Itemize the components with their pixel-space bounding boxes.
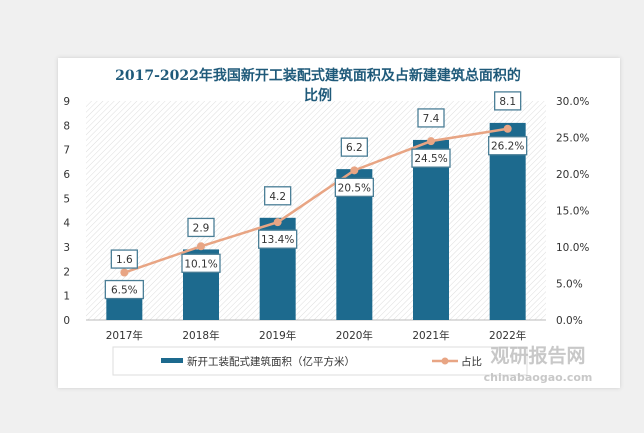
share-data-label: 6.5% [111,285,138,297]
y-right-tick: 5.0% [556,279,583,291]
share-data-label-box [181,253,221,273]
legend-bar-swatch [161,358,183,363]
legend-line-label: 占比 [461,355,482,368]
bar-data-label-box [340,137,368,157]
bar [489,122,526,321]
watermark-url: chinabaogao.com [484,371,593,384]
bar [413,139,449,320]
y-left-tick: 5 [63,193,70,205]
x-tick: 2021年 [412,329,449,342]
share-data-label: 10.1% [184,258,217,270]
y-left-tick: 0 [63,315,70,327]
share-data-label: 26.2% [491,141,524,153]
share-data-label: 20.5% [338,182,371,194]
bar-data-label-box [187,217,215,238]
share-point [427,137,435,146]
bar-data-label: 1.6 [116,254,133,266]
y-left-tick: 8 [63,120,70,132]
share-point [120,268,129,277]
share-data-label-box [411,148,451,168]
watermark-brand: 观研报告网 [490,344,585,367]
bar-data-label: 8.1 [499,96,516,108]
share-point [273,218,282,227]
share-line [123,127,508,274]
share-point [503,124,512,133]
chart-title-line-1: 2017-2022年我国新开工装配式建筑面积及占新建建筑总面积的 [115,67,521,84]
y-left-tick: 3 [63,242,70,254]
share-data-label-box [104,279,144,300]
chart-title-line-2: 比例 [304,87,332,104]
legend-line-marker [441,357,449,365]
y-left-tick: 1 [63,291,70,303]
bar-data-label: 2.9 [193,222,210,234]
y-right-tick: 20.0% [556,169,589,181]
y-left-tick: 6 [63,169,70,181]
bar-data-label: 7.4 [423,113,440,125]
x-tick: 2020年 [336,329,373,342]
bar-data-label: 6.2 [346,142,363,154]
bar-data-label-box [264,186,292,206]
share-data-label-box [334,177,374,198]
share-point [350,166,359,175]
legend-bar-label: 新开工装配式建筑面积（亿平方米） [187,355,355,368]
bar-data-label-box [494,91,522,111]
y-right-tick: 30.0% [556,96,589,108]
share-data-label-box [258,229,298,249]
bar-data-label-box [110,249,138,269]
y-right-tick: 10.0% [556,242,589,254]
y-left-tick: 7 [63,145,70,157]
plot-area [86,101,546,320]
share-point [197,242,205,251]
y-left-tick: 9 [63,96,70,108]
y-left-tick: 4 [63,218,70,230]
y-right-tick: 15.0% [556,206,589,218]
x-tick: 2017年 [106,329,143,342]
y-right-tick: 25.0% [556,133,589,145]
x-tick: 2018年 [182,329,219,342]
share-data-label: 24.5% [414,153,447,165]
x-tick: 2019年 [259,329,296,342]
bar-data-label-box [417,108,445,128]
share-data-label-box [488,136,528,156]
share-data-label: 13.4% [261,234,294,246]
y-left-tick: 2 [63,266,70,278]
x-tick: 2022年 [489,329,526,342]
bar-data-label: 4.2 [269,191,286,203]
y-right-tick: 0.0% [556,315,583,327]
